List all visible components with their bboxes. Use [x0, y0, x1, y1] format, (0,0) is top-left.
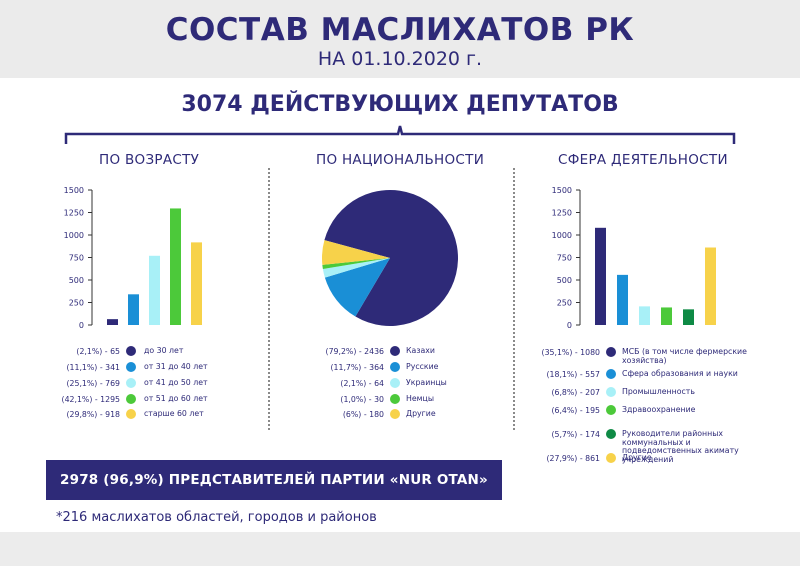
- legend-label: Руководители районных коммунальных и под…: [622, 429, 739, 464]
- pie-slice-4: [322, 240, 390, 265]
- y-tick-label: 1500: [64, 186, 84, 195]
- bar-2: [149, 255, 160, 325]
- sphere-legend: (35,1%) - 1080 МСБ (в том числе фермерски…: [540, 344, 790, 464]
- legend-swatch: [126, 378, 136, 388]
- pie-slice-1: [324, 258, 390, 317]
- legend-value: (1,0%) - 30: [340, 395, 384, 404]
- legend-label: старше 60 лет: [144, 409, 204, 418]
- header: СОСТАВ МАСЛИХАТОВ РК НА 01.10.2020 г.: [0, 0, 800, 78]
- legend-label: Другие: [406, 409, 436, 418]
- legend-swatch: [606, 429, 616, 439]
- bar-3: [661, 307, 672, 325]
- legend-swatch: [606, 369, 616, 379]
- legend-swatch: [126, 346, 136, 356]
- legend-value: (2,1%) - 65: [76, 347, 120, 356]
- legend-label: Украинцы: [406, 378, 447, 387]
- pie-slice-3: [322, 258, 390, 270]
- section-title-age: ПО ВОЗРАСТУ: [99, 152, 200, 168]
- y-tick-label: 1500: [552, 186, 572, 195]
- bar-3: [170, 208, 181, 325]
- legend-label: Сфера образования и науки: [622, 369, 738, 378]
- nationality-legend: (79,2%) - 2436 Казахи (11,7%) - 364 Русские…: [296, 344, 496, 434]
- footer-band: [0, 532, 800, 566]
- legend-value: (35,1%) - 1080: [541, 348, 600, 357]
- bar-4: [191, 242, 202, 325]
- y-tick-label: 0: [79, 321, 84, 330]
- bar-2: [639, 306, 650, 325]
- legend-swatch: [606, 405, 616, 415]
- y-tick-label: 0: [567, 321, 572, 330]
- legend-swatch: [390, 394, 400, 404]
- age-legend: (2,1%) - 65 до 30 лет (11,1%) - 341 от 31 д…: [60, 344, 260, 434]
- legend-label: Здравоохранение: [622, 405, 696, 414]
- legend-swatch: [126, 362, 136, 372]
- y-tick-label: 1250: [64, 209, 84, 218]
- legend-label: Немцы: [406, 394, 435, 403]
- legend-value: (11,7%) - 364: [330, 363, 384, 372]
- section-title-sphere: СФЕРА ДЕЯТЕЛЬНОСТИ: [558, 152, 728, 168]
- sphere-bar-chart: 0 250 500 750 1000 1250 1500: [552, 186, 716, 330]
- pie-slice-2: [322, 258, 390, 278]
- legend-value: (5,7%) - 174: [551, 430, 600, 439]
- y-tick-label: 500: [557, 276, 572, 285]
- legend-value: (6%) - 180: [342, 410, 384, 419]
- y-tick-label: 1000: [552, 231, 572, 240]
- legend-value: (11,1%) - 341: [66, 363, 120, 372]
- legend-label: Казахи: [406, 346, 435, 355]
- legend-label: Русские: [406, 362, 439, 371]
- legend-value: (42,1%) - 1295: [61, 395, 120, 404]
- legend-label: от 31 до 40 лет: [144, 362, 208, 371]
- legend-value: (6,4%) - 195: [551, 406, 600, 415]
- legend-swatch: [606, 347, 616, 357]
- legend-label: от 51 до 60 лет: [144, 394, 208, 403]
- bar-1: [128, 294, 139, 325]
- divider-right: [513, 168, 515, 430]
- legend-value: (6,8%) - 207: [551, 388, 600, 397]
- legend-value: (2,1%) - 64: [340, 379, 384, 388]
- y-tick-label: 250: [69, 299, 84, 308]
- bar-5: [705, 247, 716, 325]
- legend-label: МСБ (в том числе фермерские хозяйства): [622, 347, 747, 365]
- bar-0: [107, 319, 118, 325]
- legend-swatch: [390, 362, 400, 372]
- footnote: *216 маслихатов областей, городов и райо…: [56, 510, 377, 525]
- legend-swatch: [606, 387, 616, 397]
- legend-value: (27,9%) - 861: [546, 454, 600, 463]
- page-title: СОСТАВ МАСЛИХАТОВ РК: [165, 12, 635, 48]
- legend-label: Промышленность: [622, 387, 695, 396]
- legend-swatch: [606, 453, 616, 463]
- legend-swatch: [126, 394, 136, 404]
- y-tick-label: 1000: [64, 231, 84, 240]
- legend-label: Другие: [622, 453, 652, 462]
- divider-left: [268, 168, 270, 430]
- legend-swatch: [390, 409, 400, 419]
- legend-swatch: [390, 378, 400, 388]
- legend-swatch: [126, 409, 136, 419]
- y-tick-label: 1250: [552, 209, 572, 218]
- legend-value: (79,2%) - 2436: [325, 347, 384, 356]
- y-tick-label: 750: [69, 254, 84, 263]
- bar-1: [617, 274, 628, 325]
- nationality-pie-chart: [322, 190, 458, 326]
- legend-value: (29,8%) - 918: [66, 410, 120, 419]
- deputies-total: 3074 ДЕЙСТВУЮЩИХ ДЕПУТАТОВ: [181, 92, 619, 117]
- bar-4: [683, 309, 694, 325]
- section-title-nationality: ПО НАЦИОНАЛЬНОСТИ: [316, 152, 485, 168]
- legend-value: (25,1%) - 769: [66, 379, 120, 388]
- party-banner: 2978 (96,9%) ПРЕДСТАВИТЕЛЕЙ ПАРТИИ «NUR …: [46, 460, 502, 500]
- legend-value: (18,1%) - 557: [546, 370, 600, 379]
- y-tick-label: 750: [557, 254, 572, 263]
- section-brace: [64, 125, 736, 144]
- pie-slice-0: [324, 190, 458, 326]
- legend-swatch: [390, 346, 400, 356]
- legend-label: до 30 лет: [144, 346, 184, 355]
- y-tick-label: 250: [557, 299, 572, 308]
- legend-label: от 41 до 50 лет: [144, 378, 208, 387]
- age-bar-chart: 0 250 500 750 1000 1250 1500: [64, 186, 202, 330]
- y-tick-label: 500: [69, 276, 84, 285]
- bar-0: [595, 227, 606, 325]
- page-subtitle: НА 01.10.2020 г.: [317, 48, 483, 70]
